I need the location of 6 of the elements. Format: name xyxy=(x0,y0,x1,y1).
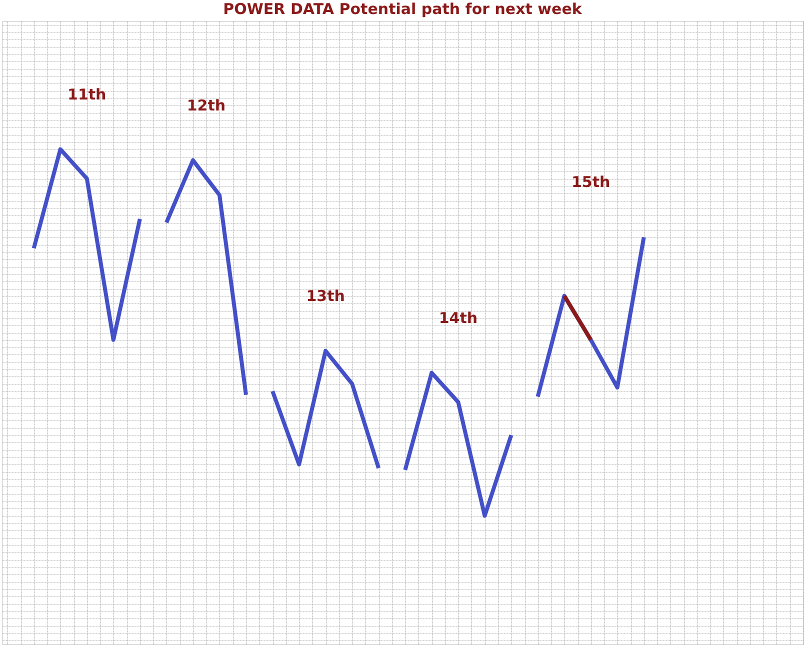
chart-title: POWER DATA Potential path for next week xyxy=(223,0,583,18)
text: 11th xyxy=(68,85,106,104)
annotation: 15th xyxy=(571,173,610,192)
annotation: 14th xyxy=(438,308,478,327)
text: 12th xyxy=(186,96,226,114)
annotation: 13th xyxy=(306,286,345,305)
